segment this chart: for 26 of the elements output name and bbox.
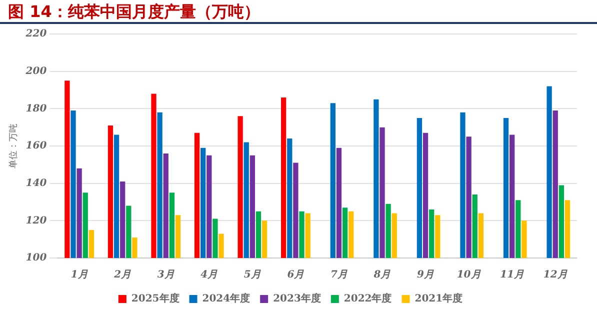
y-tick-label: 100 <box>26 252 47 264</box>
x-tick-label: 8月 <box>372 270 391 281</box>
x-tick-label: 11月 <box>500 270 524 281</box>
legend-label: 2025年度 <box>131 292 180 305</box>
y-axis-title: 单位：万吨 <box>8 124 18 168</box>
y-tick-label: 140 <box>26 178 47 189</box>
x-tick-label: 6月 <box>287 270 304 281</box>
y-tick-label: 220 <box>24 28 47 40</box>
x-tick-label: 2月 <box>113 270 132 281</box>
legend-label: 2024年度 <box>202 292 250 305</box>
legend-label: 2023年度 <box>273 292 321 305</box>
legend-label: 2021年度 <box>414 292 463 305</box>
x-tick-label: 10月 <box>456 270 481 281</box>
x-tick-label: 9月 <box>417 270 434 281</box>
x-tick-label: 5月 <box>244 270 261 281</box>
legend-label: 2022年度 <box>344 292 392 305</box>
y-tick-label: 120 <box>26 215 47 226</box>
x-tick-label: 4月 <box>200 270 218 281</box>
y-tick-label: 180 <box>26 103 47 114</box>
x-tick-label: 3月 <box>157 270 174 281</box>
y-tick-label: 200 <box>24 66 47 77</box>
chart-title: 图 14：纯苯中国月度产量（万吨） <box>0 0 597 24</box>
x-tick-label: 12月 <box>543 270 568 281</box>
x-tick-label: 1月 <box>70 270 88 281</box>
x-tick-label: 7月 <box>330 270 348 281</box>
y-tick-label: 160 <box>26 140 47 152</box>
